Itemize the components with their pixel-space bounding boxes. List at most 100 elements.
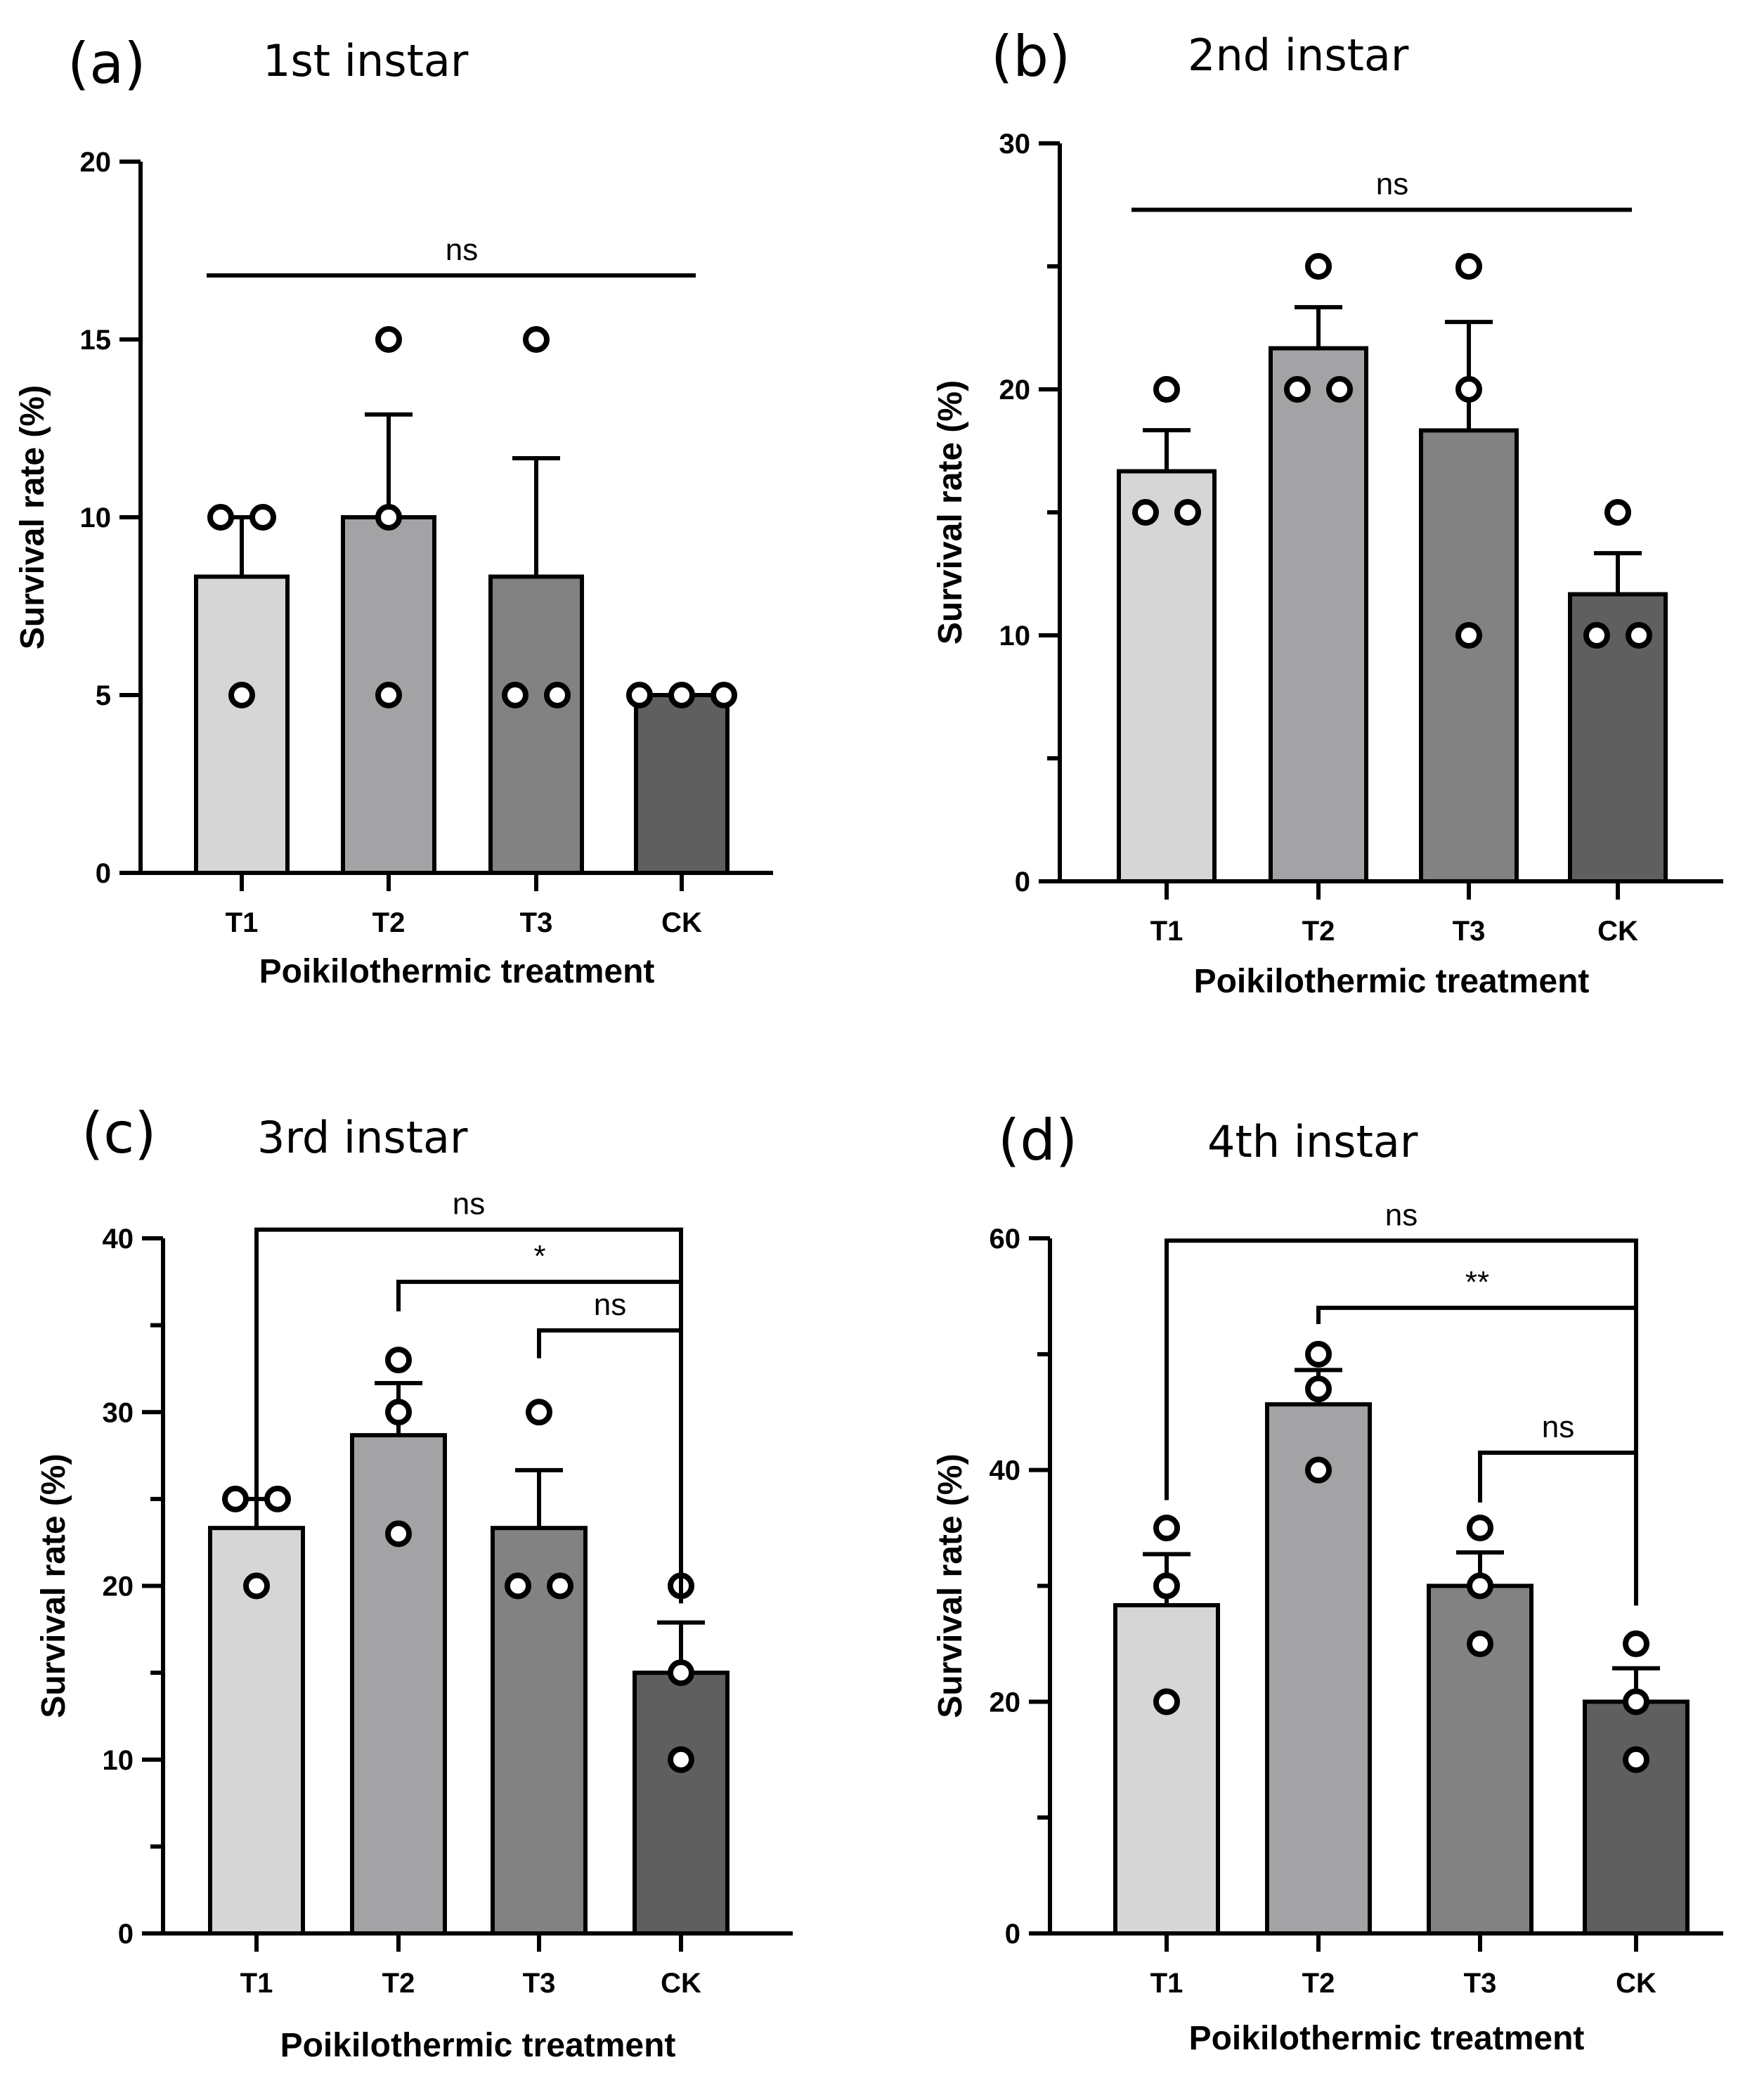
x-tick-label-t1: T1 (1150, 1968, 1183, 1999)
data-point (1305, 1375, 1332, 1403)
panel-label: (a) (67, 31, 145, 96)
y-tick-label: 20 (990, 1687, 1021, 1718)
panel-label: (d) (998, 1108, 1077, 1173)
y-tick-label: 5 (96, 680, 111, 711)
y-tick-label: 30 (999, 129, 1031, 160)
x-axis-title: Poikilothermic treatment (1194, 963, 1590, 1000)
data-point (375, 326, 402, 353)
data-point (228, 682, 255, 708)
panel-title: 4th instar (1207, 1116, 1418, 1167)
significance-label: ns (594, 1288, 626, 1322)
data-point (523, 326, 550, 353)
data-point (1623, 1630, 1649, 1657)
y-tick-label: 60 (990, 1224, 1021, 1255)
y-tick-label: 10 (80, 503, 112, 533)
data-point (1604, 499, 1631, 526)
bar-t2 (350, 1433, 447, 1936)
panel-c: (c) 3rd instar 0 10 20 30 40 T1 T2 T3 CK Poikilothe… (35, 1101, 793, 2064)
data-point (1305, 1340, 1332, 1368)
panel-title: 2nd instar (1188, 30, 1409, 81)
data-point (249, 504, 276, 531)
data-point (1467, 1572, 1493, 1600)
y-tick-label: 0 (96, 858, 111, 889)
significance-label: * (533, 1239, 545, 1273)
data-point (668, 682, 695, 708)
y-axis-title: Survival rate (%) (35, 1453, 72, 1718)
significance-label: ns (1385, 1198, 1418, 1232)
bar-t2 (1269, 346, 1368, 883)
data-point (1467, 1630, 1493, 1657)
data-point (1455, 376, 1482, 403)
panel-title: 3rd instar (257, 1112, 468, 1163)
data-point (243, 1572, 270, 1600)
significance-label: ns (453, 1187, 485, 1221)
data-point (505, 1572, 531, 1600)
y-tick-label: 40 (103, 1224, 134, 1255)
data-point (547, 1572, 573, 1600)
y-tick-label: 10 (103, 1745, 134, 1776)
y-tick-label: 40 (990, 1456, 1021, 1486)
bar-t2 (1265, 1402, 1372, 1936)
x-tick-label-ck: CK (1597, 916, 1638, 947)
data-point (668, 1659, 694, 1687)
data-point (1326, 376, 1353, 403)
data-point (711, 682, 737, 708)
bar-t1 (194, 574, 290, 875)
y-tick-label: 0 (1015, 867, 1030, 897)
x-tick-label-t2: T2 (1302, 916, 1335, 947)
data-point (1153, 376, 1180, 403)
bar-ck (1583, 1699, 1690, 1936)
panel-b: (b) 2nd instar 0 10 20 30 T1 T2 T3 CKPoikilotherm… (932, 24, 1723, 1000)
y-tick-label: 10 (999, 621, 1031, 651)
x-tick-label-t3: T3 (1453, 916, 1486, 947)
x-axis-title: Poikilothermic treatment (280, 2027, 676, 2064)
data-point (1153, 1515, 1180, 1542)
significance-label: ns (1542, 1410, 1574, 1444)
data-point (385, 1520, 412, 1548)
data-point (1623, 1746, 1649, 1773)
data-point (1305, 1456, 1332, 1484)
data-point (1626, 622, 1652, 649)
x-tick-label-t1: T1 (1150, 916, 1183, 947)
significance-label: ns (1376, 167, 1408, 202)
y-tick-label: 15 (80, 325, 112, 356)
y-tick-label: 0 (1005, 1919, 1020, 1950)
bar-t3 (488, 574, 584, 875)
x-tick-label-ck: CK (661, 1968, 701, 1999)
data-point (1153, 1572, 1180, 1600)
bar-t1 (1113, 1603, 1220, 1936)
y-axis-title: Survival rate (%) (14, 385, 51, 649)
data-point (544, 682, 571, 708)
y-tick-label: 20 (999, 375, 1031, 406)
significance-label: ** (1465, 1265, 1489, 1299)
bar-t1 (1117, 469, 1217, 883)
data-point (1174, 499, 1201, 526)
data-point (626, 682, 653, 708)
data-point (502, 682, 528, 708)
x-tick-label-t2: T2 (372, 907, 406, 938)
data-point (385, 1399, 412, 1426)
x-tick-label-t1: T1 (226, 907, 259, 938)
data-point (1305, 253, 1332, 280)
x-tick-label-t3: T3 (520, 907, 553, 938)
bar-ck (633, 1671, 729, 1936)
bar-t3 (1419, 428, 1519, 883)
x-tick-label-ck: CK (661, 907, 702, 938)
x-tick-label-t1: T1 (240, 1968, 273, 1999)
y-tick-label: 20 (80, 147, 112, 178)
panel-label: (c) (82, 1101, 156, 1166)
panel-title: 1st instar (263, 35, 469, 86)
y-axis-title: Survival rate (%) (932, 380, 969, 644)
significance-label: ns (446, 233, 478, 267)
data-point (1455, 622, 1482, 649)
panel-d: (d) 4th instar 0 20 40 60 T1 T2 T3 CK Poikilotherm… (932, 1108, 1723, 2057)
data-point (385, 1347, 412, 1374)
x-tick-label-t2: T2 (1302, 1968, 1335, 1999)
x-axis-title: Poikilothermic treatment (259, 953, 655, 990)
x-tick-label-t3: T3 (523, 1968, 556, 1999)
data-point (1455, 253, 1482, 280)
data-point (526, 1399, 552, 1426)
data-point (1623, 1688, 1649, 1716)
y-tick-label: 20 (103, 1571, 134, 1602)
data-point (1153, 1688, 1180, 1716)
